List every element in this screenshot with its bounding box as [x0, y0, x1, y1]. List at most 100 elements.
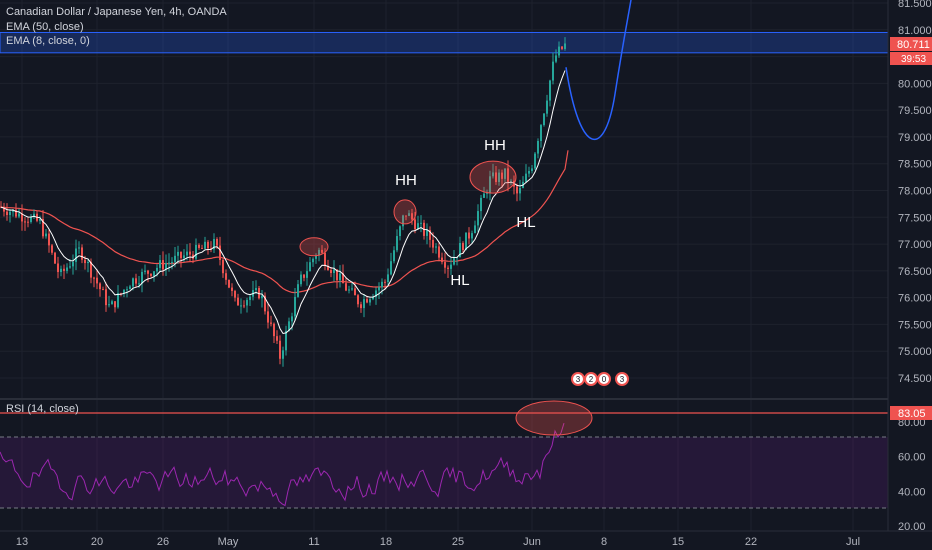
candle-body [339, 273, 341, 281]
candle-body [486, 192, 488, 194]
candle-body [126, 289, 128, 291]
candle-body [438, 246, 440, 258]
event-badge[interactable] [597, 372, 611, 386]
candle-body [225, 273, 227, 280]
candle-body [411, 213, 413, 220]
candle-body [552, 61, 554, 81]
candle-body [120, 293, 122, 295]
candle-body [147, 270, 149, 274]
candle-body [540, 125, 542, 141]
price-tick-label: 81.000 [898, 25, 932, 37]
candle-body [3, 207, 5, 212]
candle-body [372, 297, 374, 300]
ema8-legend[interactable]: EMA (8, close, 0) [6, 35, 90, 47]
candle-body [75, 248, 77, 262]
candle-body [417, 223, 419, 230]
candle-body [48, 233, 50, 246]
time-tick-label: 8 [601, 536, 607, 548]
candle-body [507, 168, 509, 182]
candle-body [183, 255, 185, 259]
event-badge[interactable] [615, 372, 629, 386]
candle-body [315, 255, 317, 259]
rsi-legend[interactable]: RSI (14, close) [6, 403, 79, 415]
candle-body [228, 279, 230, 288]
candle-body [444, 262, 446, 268]
price-tick-label: 76.500 [898, 266, 932, 278]
time-tick-label: 26 [157, 536, 169, 548]
candle-body [285, 330, 287, 351]
price-tick-label: 79.500 [898, 105, 932, 117]
price-tick-label: 78.000 [898, 186, 932, 198]
candle-body [60, 268, 62, 273]
highlight-circle [299, 237, 329, 257]
candle-body [549, 80, 551, 101]
candle-body [483, 193, 485, 198]
candle-body [510, 180, 512, 182]
candle-body [264, 295, 266, 312]
candle-body [111, 301, 113, 305]
candle-body [114, 301, 116, 308]
price-tick-label: 78.500 [898, 159, 932, 171]
candle-body [165, 263, 167, 270]
time-tick-label: May [218, 536, 239, 548]
candle-body [204, 241, 206, 249]
candle-body [258, 288, 260, 299]
candle-body [192, 254, 194, 259]
time-tick-label: 22 [745, 536, 757, 548]
projection-path [565, 0, 632, 140]
highlight-circle [393, 199, 417, 225]
candle-body [393, 250, 395, 262]
symbol-title[interactable]: Canadian Dollar / Japanese Yen, 4h, OAND… [6, 6, 227, 18]
candle-body [99, 283, 101, 290]
candle-body [288, 321, 290, 331]
zone-rect [0, 31, 889, 54]
rsi-line [0, 422, 565, 507]
candle-body [441, 257, 443, 263]
candle-body [78, 247, 80, 249]
highlight-circles [299, 160, 517, 257]
candle-body [84, 259, 86, 264]
ema50-legend[interactable]: EMA (50, close) [6, 21, 84, 33]
time-axis[interactable]: 13 20 26 May 11 18 25 Jun 8 15 22 Jul [16, 536, 860, 548]
candle-body [63, 268, 65, 271]
candle-body [45, 233, 47, 237]
price-tick-label: 74.500 [898, 373, 932, 385]
time-tick-label: 18 [380, 536, 392, 548]
candle-body [255, 288, 257, 291]
annotation-hl-1: HL [450, 272, 469, 289]
candle-body [342, 273, 344, 284]
candle-body [273, 323, 275, 337]
annotation-hh-1: HH [395, 172, 417, 189]
candle-body [432, 239, 434, 248]
candle-body [96, 277, 98, 284]
candle-body [81, 247, 83, 260]
candle-body [402, 215, 404, 227]
candle-body [231, 287, 233, 291]
candle-body [174, 255, 176, 262]
candle-body [489, 176, 491, 193]
candle-body [51, 245, 53, 253]
candle-body [216, 239, 218, 246]
candle-body [195, 244, 197, 259]
candle-body [525, 173, 527, 182]
candle-body [420, 222, 422, 224]
candle-body [282, 350, 284, 359]
highlight-circle [469, 160, 517, 194]
candle-body [39, 218, 41, 221]
candle-body [333, 269, 335, 273]
candle-body [330, 269, 332, 273]
candle-body [9, 211, 11, 216]
candle-body [24, 221, 26, 223]
candle-body [306, 271, 308, 278]
projection-curve [565, 0, 632, 140]
candle-body [336, 269, 338, 281]
candle-body [378, 287, 380, 291]
rsi-tick-label: 40.00 [898, 486, 926, 498]
candle-body [396, 236, 398, 251]
candle-body [543, 113, 545, 126]
candle-body [42, 218, 44, 237]
candle-body [450, 264, 452, 269]
candle-body [471, 233, 473, 239]
